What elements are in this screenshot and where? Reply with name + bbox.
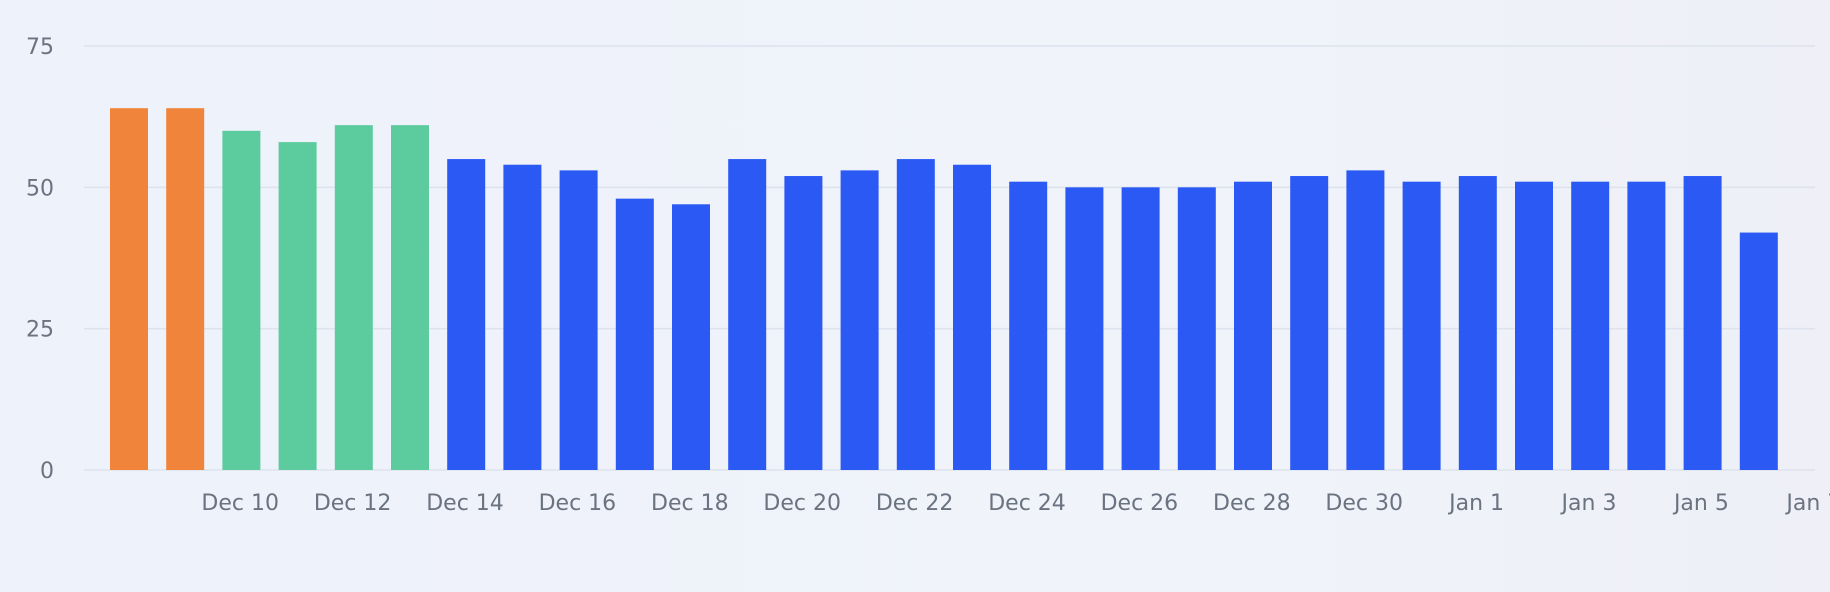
- y-tick-label: 0: [40, 459, 54, 484]
- y-tick-label: 75: [26, 35, 54, 60]
- bar-dec-24[interactable]: [953, 164, 991, 470]
- bar-dec-27[interactable]: [1121, 187, 1160, 470]
- bar-dec-15[interactable]: [447, 159, 486, 470]
- x-tick-label: Dec 30: [1325, 491, 1403, 516]
- bar-jan-2[interactable]: [1458, 176, 1497, 470]
- x-axis-ticks: Dec 10 Dec 12 Dec 14 Dec 16 Dec 18 Dec 20 Dec …: [201, 491, 1830, 516]
- bar-dec-11[interactable]: [222, 130, 261, 471]
- bar-dec-13[interactable]: [334, 125, 373, 471]
- y-tick-label: 25: [26, 318, 54, 343]
- bar-dec-19[interactable]: [672, 204, 710, 471]
- bars: [110, 108, 1778, 471]
- bar-dec-28[interactable]: [1177, 187, 1216, 470]
- x-tick-label: Jan 7: [1784, 491, 1830, 516]
- bar-jan-5[interactable]: [1627, 181, 1666, 470]
- x-tick-label: Jan 3: [1560, 491, 1617, 516]
- x-tick-label: Dec 28: [1213, 491, 1291, 516]
- bar-dec-26[interactable]: [1065, 187, 1104, 470]
- bar-dec-31[interactable]: [1346, 170, 1385, 470]
- x-tick-label: Dec 16: [539, 491, 617, 516]
- bar-dec-20[interactable]: [728, 159, 767, 470]
- x-tick-label: Dec 18: [651, 491, 729, 516]
- x-tick-label: Dec 10: [201, 491, 279, 516]
- bar-dec-25[interactable]: [1009, 181, 1048, 470]
- x-tick-label: Jan 5: [1672, 491, 1729, 516]
- y-axis-ticks: 0 25 50 75: [26, 35, 54, 484]
- x-tick-label: Dec 26: [1101, 491, 1179, 516]
- bar-dec-23[interactable]: [896, 159, 935, 470]
- x-tick-label: Dec 12: [314, 491, 392, 516]
- bar-dec-18[interactable]: [615, 198, 654, 470]
- x-tick-label: Dec 14: [426, 491, 504, 516]
- y-tick-label: 50: [26, 176, 54, 201]
- x-tick-label: Dec 22: [876, 491, 954, 516]
- bar-dec-22[interactable]: [840, 170, 879, 470]
- bar-jan-1[interactable]: [1402, 181, 1441, 470]
- bar-jan-3[interactable]: [1515, 181, 1553, 470]
- bar-dec-21[interactable]: [784, 176, 823, 470]
- bar-dec-14[interactable]: [391, 125, 429, 471]
- bar-dec-16[interactable]: [503, 164, 542, 470]
- x-tick-label: Dec 20: [763, 491, 841, 516]
- x-tick-label: Jan 1: [1447, 491, 1504, 516]
- bar-dec-12[interactable]: [278, 142, 317, 471]
- bar-dec-10[interactable]: [166, 108, 205, 470]
- bar-dec-29[interactable]: [1234, 181, 1272, 470]
- bar-dec-30[interactable]: [1290, 176, 1329, 470]
- bar-jan-6[interactable]: [1683, 176, 1722, 470]
- x-tick-label: Dec 24: [988, 491, 1066, 516]
- bar-dec-9[interactable]: [110, 108, 148, 470]
- bar-dec-17[interactable]: [559, 170, 598, 470]
- bar-jan-7[interactable]: [1739, 232, 1778, 470]
- bar-jan-4[interactable]: [1571, 181, 1610, 470]
